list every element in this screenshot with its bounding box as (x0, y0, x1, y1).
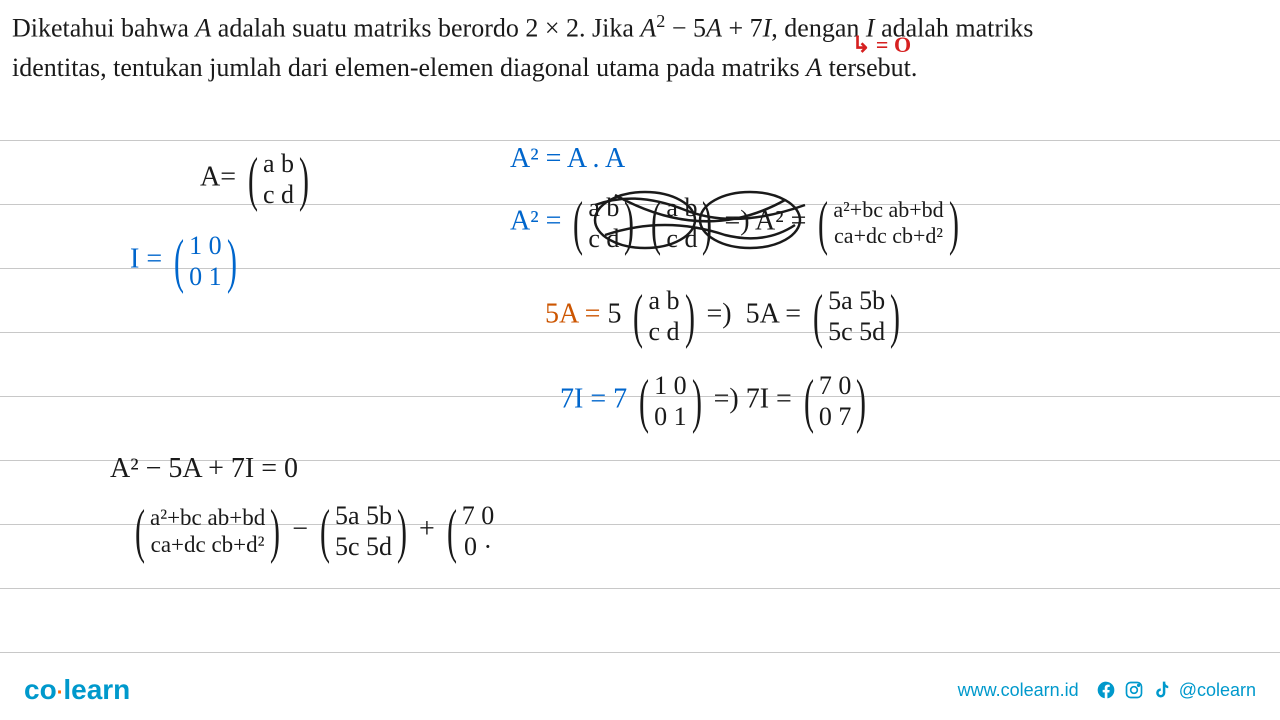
matrix-row: a²+bc ab+bd (833, 197, 943, 223)
math-var: I (763, 14, 772, 43)
text-part: + 7 (722, 14, 763, 43)
text-part: Diketahui bahwa (12, 14, 195, 43)
ruled-line (0, 652, 1280, 653)
hw-final-expansion: (a²+bc ab+bdca+dc cb+d²) − (5a 5b5c 5d) … (130, 500, 494, 562)
footer: co·learn www.colearn.id @colearn (0, 672, 1280, 708)
math-var: A (806, 53, 822, 82)
footer-handle: @colearn (1179, 680, 1256, 701)
social-icons: @colearn (1095, 679, 1256, 701)
ruled-line (0, 588, 1280, 589)
matrix-row: ca+dc cb+d² (150, 531, 265, 559)
text-part: − 5 (665, 14, 706, 43)
logo-co: co (24, 674, 57, 705)
matrix-row: a b (588, 192, 619, 223)
matrix-row: ca+dc cb+d² (833, 223, 943, 249)
matrix-row: 1 0 (189, 230, 222, 261)
hw-label: 5A = (545, 299, 600, 330)
arrow: =) (706, 299, 731, 330)
matrix-row: 0 7 (819, 401, 852, 432)
matrix-row: 1 0 (654, 370, 687, 401)
arrow: =) (714, 384, 739, 415)
matrix-row: c d (263, 179, 294, 210)
matrix-row: c d (588, 223, 619, 254)
hw-I-def: I = (1 00 1) (130, 230, 242, 292)
matrix-row: c d (648, 316, 679, 347)
hw-5A: 5A = 5 (a bc d) =) 5A = (5a 5b5c 5d) (545, 285, 905, 347)
hw-A-def: A= (a bc d) (200, 148, 314, 210)
matrix-row: 7 0 (819, 370, 852, 401)
hw-label: A² = (755, 206, 806, 237)
tiktok-icon (1151, 679, 1173, 701)
hw-A2-expr: A² = A . A (510, 145, 625, 173)
logo-learn: learn (63, 674, 130, 705)
hw-label: 7I = 7 (560, 384, 627, 415)
matrix-row: 0 1 (654, 401, 687, 432)
instagram-icon (1123, 679, 1145, 701)
arrow: =) (724, 206, 749, 237)
matrix-row: c d (666, 223, 697, 254)
hw-A2-mult: A² = (a bc d) (a bc d) =) A² = (a²+bc ab… (510, 192, 964, 254)
matrix-row: 0 · (462, 531, 495, 562)
matrix-row: a²+bc ab+bd (150, 504, 265, 532)
hw-label: 5A = (746, 299, 801, 330)
brand-logo: co·learn (24, 674, 130, 706)
plus-sign: + (419, 514, 435, 545)
hw-label: A² = (510, 206, 561, 237)
text-part: adalah suatu matriks berordo 2 × 2. Jika (211, 14, 640, 43)
red-annotation: ↳ = O (852, 32, 911, 58)
text-part: identitas, tentukan jumlah dari elemen-e… (12, 53, 806, 82)
matrix-row: 5c 5d (828, 316, 885, 347)
math-var: A (640, 14, 656, 43)
footer-right: www.colearn.id @colearn (958, 679, 1256, 701)
matrix-row: 0 1 (189, 261, 222, 292)
hw-scalar: 5 (607, 299, 621, 330)
facebook-icon (1095, 679, 1117, 701)
minus-sign: − (292, 514, 308, 545)
matrix-row: a b (263, 148, 294, 179)
footer-url: www.colearn.id (958, 680, 1079, 701)
hw-label: A= (200, 162, 236, 193)
math-var: A (706, 14, 722, 43)
matrix-row: 5a 5b (828, 285, 885, 316)
matrix-row: 7 0 (462, 500, 495, 531)
ruled-line (0, 140, 1280, 141)
math-var: A (195, 14, 211, 43)
hw-7I: 7I = 7 (1 00 1) =) 7I = (7 00 7) (560, 370, 871, 432)
problem-text: Diketahui bahwa A adalah suatu matriks b… (12, 8, 1268, 87)
matrix-row: 5a 5b (335, 500, 392, 531)
hw-equation: A² − 5A + 7I = 0 (110, 455, 298, 483)
matrix-row: 5c 5d (335, 531, 392, 562)
matrix-row: a b (666, 192, 697, 223)
hw-label: 7I = (746, 384, 792, 415)
matrix-row: a b (648, 285, 679, 316)
hw-label: I = (130, 244, 162, 275)
